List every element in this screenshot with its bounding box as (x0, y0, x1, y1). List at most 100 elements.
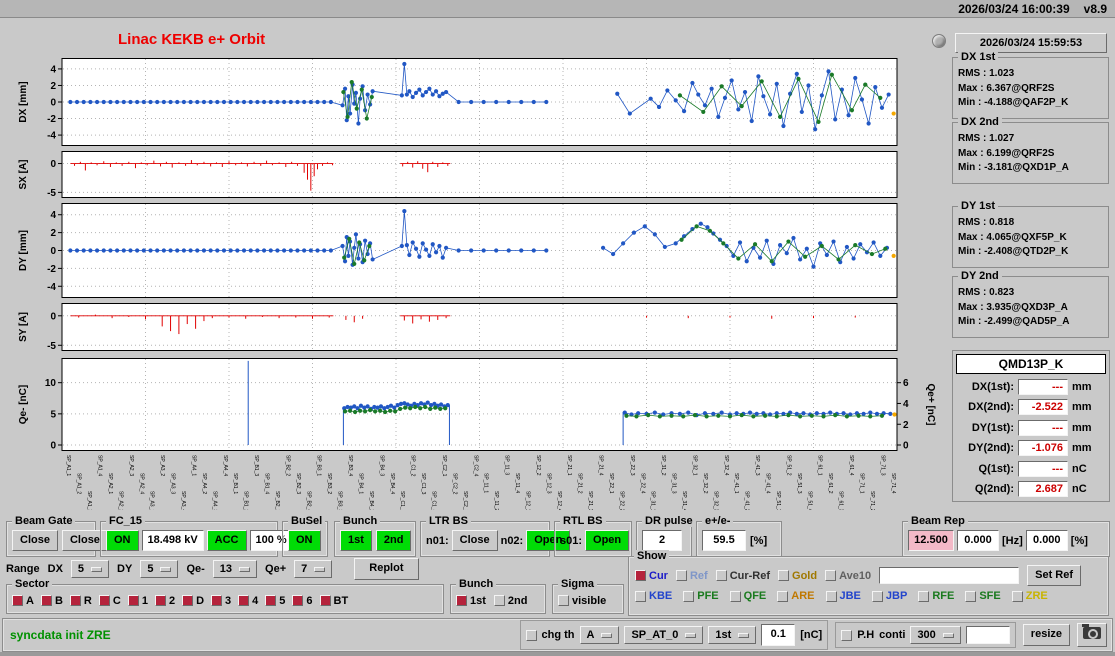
sector-bt-item: BT (319, 595, 348, 607)
show-zre-label: ZRE (1025, 590, 1048, 603)
busel-on-button[interactable]: ON (288, 529, 321, 552)
show-zre-item: ZRE (1011, 590, 1048, 603)
bunch-order-select[interactable]: 1st (708, 626, 757, 644)
show-gold-checkbox[interactable] (778, 570, 790, 582)
bunch-1st-checkbox[interactable] (456, 595, 467, 606)
sector-c-checkbox[interactable] (98, 595, 110, 606)
sector-4-checkbox[interactable] (238, 595, 250, 606)
fc15-acc-button[interactable]: ACC (206, 529, 247, 552)
set-ref-button[interactable]: Set Ref (1027, 565, 1082, 587)
range-dx-select[interactable]: 5 (70, 560, 110, 578)
svg-text:SP_41_3: SP_41_3 (754, 455, 760, 476)
svg-text:SP_A1_2: SP_A1_2 (76, 473, 82, 494)
fc15-on-button[interactable]: ON (106, 529, 139, 552)
show-cur-ref-checkbox[interactable] (715, 570, 727, 582)
bunch-2nd-button[interactable]: 2nd (375, 529, 412, 552)
svg-text:SP_61_4: SP_61_4 (848, 455, 854, 476)
show-qfe-checkbox[interactable] (729, 590, 741, 602)
stat-min-value: Min : -3.181@QXD1P_A (958, 162, 1069, 173)
show-qfe-item: QFE (729, 590, 766, 602)
show-jbp-checkbox[interactable] (871, 590, 883, 602)
sector-6-checkbox[interactable] (292, 595, 304, 606)
sector-3-checkbox[interactable] (211, 595, 223, 606)
qmd-row-q-1st-: Q(1st): --- nC (956, 460, 1106, 477)
svg-text:SP_A4_2: SP_A4_2 (201, 473, 207, 494)
ref-file-input[interactable] (879, 567, 1020, 585)
qmd-label: DY(1st): (971, 421, 1014, 434)
range-dy-select[interactable]: 5 (140, 560, 179, 578)
snapshot-button[interactable] (1077, 622, 1107, 648)
range-qem-select[interactable]: 13 (212, 560, 258, 578)
svg-text:-2: -2 (47, 264, 56, 275)
svg-text:SP_11_1: SP_11_1 (483, 473, 489, 493)
version-text: v8.9 (1083, 2, 1107, 16)
svg-text:SP_41_1: SP_41_1 (733, 473, 739, 494)
show-zre-checkbox[interactable] (1011, 590, 1023, 602)
show-cur-checkbox[interactable] (635, 570, 646, 582)
bunch-2nd-checkbox[interactable] (493, 595, 505, 606)
show-sfe-checkbox[interactable] (965, 590, 977, 602)
bunch-1st-button[interactable]: 1st (340, 529, 372, 552)
show-jbe-checkbox[interactable] (825, 590, 837, 602)
sector-a-checkbox[interactable] (12, 595, 23, 606)
threshold-value[interactable]: 0.1 (761, 624, 796, 646)
ltr-n02-open-button[interactable]: Open (526, 529, 571, 552)
ltr-bs-label: LTR BS (426, 515, 471, 527)
sector-a-select[interactable]: A (579, 626, 620, 644)
svg-text:SP_B1_2: SP_B1_2 (243, 491, 249, 510)
show-pfe-checkbox[interactable] (683, 590, 695, 602)
svg-text:SP_A2_3: SP_A2_3 (128, 455, 134, 476)
show-rfe-checkbox[interactable] (918, 590, 930, 602)
show-ave10-checkbox[interactable] (825, 570, 837, 582)
chg-th-checkbox[interactable] (525, 629, 537, 641)
beam-rep-label: Beam Rep (908, 515, 968, 527)
resize-button[interactable]: resize (1022, 624, 1070, 646)
bunch-select-label: Bunch (456, 578, 497, 590)
svg-text:SP_B3_3: SP_B3_3 (337, 491, 343, 510)
range-qep-select[interactable]: 7 (294, 560, 333, 578)
ltr-n01-close-button[interactable]: Close (451, 529, 498, 552)
beam-gate-close-1-button[interactable]: Close (12, 529, 58, 552)
beam-rep-value-2: 0.000 (957, 529, 999, 552)
fc15-pct-value: 100 % (249, 529, 293, 552)
replot-button[interactable]: Replot (354, 558, 419, 580)
svg-text:Qe- [nC]: Qe- [nC] (18, 385, 29, 424)
sector-b-checkbox[interactable] (40, 595, 52, 606)
sector-bt-checkbox[interactable] (319, 595, 331, 606)
svg-text:SP_32_1: SP_32_1 (691, 455, 697, 476)
sector-d-checkbox[interactable] (182, 595, 194, 606)
sector-r-checkbox[interactable] (69, 595, 81, 606)
qmd-row-dy-2nd-: DY(2nd): -1.076 mm (956, 440, 1106, 456)
option-menu-dash-icon (685, 632, 697, 638)
show-kbe-checkbox[interactable] (635, 590, 646, 602)
stat-max-value: Max : 4.065@QXF5P_K (958, 231, 1067, 243)
qmd-unit: mm (1072, 442, 1092, 454)
stat-min-value: Min : -4.188@QAF2P_K (958, 97, 1069, 108)
ph-checkbox[interactable] (841, 629, 853, 641)
sector-5-checkbox[interactable] (265, 595, 277, 606)
sector-1-checkbox[interactable] (127, 595, 139, 606)
svg-text:SP_71_2: SP_71_2 (869, 491, 875, 510)
svg-text:SP_21_3: SP_21_3 (587, 491, 593, 510)
dr-pulse-value: 2 (642, 529, 682, 552)
show-are-checkbox[interactable] (777, 590, 789, 602)
svg-text:SP_A2_4: SP_A2_4 (138, 473, 144, 494)
show-are-item: ARE (777, 590, 815, 602)
sector-2-checkbox[interactable] (154, 595, 166, 606)
sigma-visible-checkbox[interactable] (558, 595, 569, 606)
svg-text:0: 0 (50, 441, 56, 451)
rtl-s01-open-button[interactable]: Open (585, 529, 630, 552)
show-label: Show (634, 550, 670, 562)
show-jbp-label: JBP (885, 590, 908, 603)
qmd-label: Q(2nd): (974, 483, 1014, 495)
conti-count-select[interactable]: 300 (910, 626, 961, 644)
show-ref-checkbox[interactable] (675, 570, 687, 582)
svg-text:5: 5 (50, 409, 56, 420)
svg-text:SP_51_2: SP_51_2 (785, 455, 791, 476)
sector-4-label: 4 (252, 594, 259, 607)
bpm-select[interactable]: SP_AT_0 (624, 626, 704, 644)
svg-text:SP_31_4: SP_31_4 (681, 491, 687, 510)
svg-text:SP_B2_4: SP_B2_4 (305, 491, 311, 510)
show-kbe-label: KBE (649, 590, 673, 603)
qmd-unit: nC (1072, 483, 1087, 495)
